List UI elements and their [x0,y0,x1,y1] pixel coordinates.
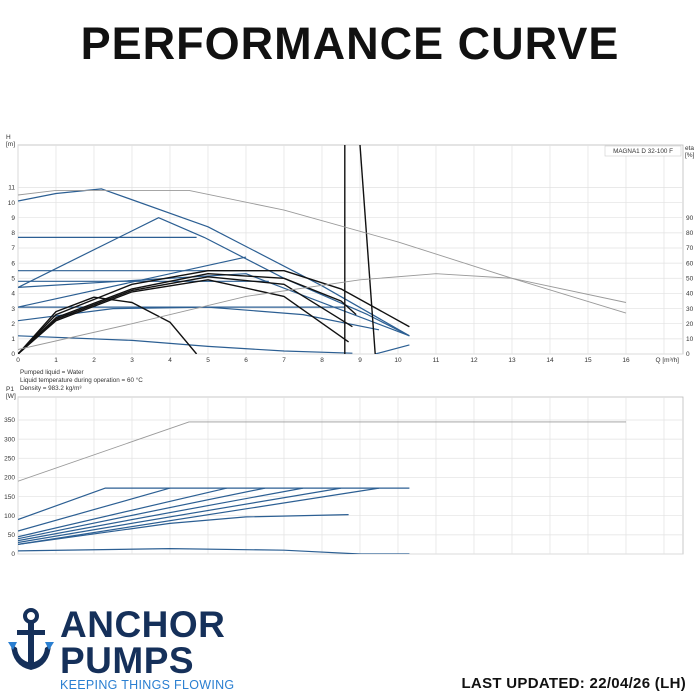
curve-grey [18,273,627,350]
curve-blue [18,273,410,337]
anchor-pumps-logo: ANCHOR PUMPS KEEPING THINGS FLOWING [8,604,268,696]
curve-black [18,276,353,354]
y-tick-label: 2 [11,321,15,328]
y2-tick-label: 90 [686,215,694,222]
x-tick-label: 4 [168,357,172,364]
y-tick-label: 11 [8,185,15,192]
x-tick-label: 16 [622,357,630,364]
x-tick-label: 14 [546,357,554,364]
note-text: Pumped liquid = Water [20,369,84,376]
curve-blue [18,335,353,354]
x-tick-label: 3 [130,357,134,364]
y-tick-label: 0 [11,351,15,358]
anchor-icon [8,608,54,670]
x-tick-label: 9 [358,357,362,364]
curve-black [18,270,410,354]
page-title: PERFORMANCE CURVE [80,18,620,69]
y2-tick-label: 0 [686,351,690,358]
x-tick-label: 12 [470,357,478,364]
curve-blue [18,548,410,554]
curve-blue [375,344,410,354]
y2-tick-label: 30 [686,306,694,313]
curve-blue [18,487,410,521]
note-text: Density = 983.2 kg/m³ [20,385,81,392]
curve-blue [18,487,342,544]
curve-black [18,296,198,354]
brand-tagline: KEEPING THINGS FLOWING [60,678,235,692]
y-tick-label: 100 [4,513,15,520]
y2-tick-label: 20 [686,321,694,328]
y-tick-label: 5 [11,275,15,282]
x-tick-label: 1 [54,357,58,364]
curve-black [18,279,350,354]
curve-blue [18,306,380,331]
x-tick-label: 2 [92,357,96,364]
y-tick-label: 4 [11,291,15,298]
plot-frame [17,144,684,355]
y2-tick-label: 40 [686,291,694,298]
y2-axis-label: eta [685,145,694,152]
model-label: MAGNA1 D 32-100 F [613,148,673,155]
curve-blue [18,514,349,545]
y-tick-label: 50 [8,532,16,539]
x-tick-label: 15 [584,357,592,364]
y2-tick-label: 50 [686,275,694,282]
x-tick-label: 11 [433,357,440,364]
curve-blue [18,487,228,538]
y-tick-label: 300 [4,436,15,443]
curve-black [359,145,376,354]
x-tick-label: 13 [508,357,516,364]
curve-blue [18,487,304,542]
y-tick-label: 200 [4,475,15,482]
y-axis-label: [m] [6,141,15,148]
x-tick-label: 10 [394,357,402,364]
y-tick-label: 6 [11,260,15,267]
y2-tick-label: 70 [686,245,694,252]
y-tick-label: 7 [11,245,15,252]
x-axis-label: Q [m³/h] [656,357,680,364]
y-tick-label: 1 [11,336,15,343]
curve-blue [18,487,266,540]
x-tick-label: 8 [320,357,324,364]
brand-name-line1: ANCHOR [60,604,226,645]
y-tick-label: 350 [4,417,15,424]
series-group [18,145,627,354]
y-tick-label: 9 [11,215,15,222]
x-tick-label: 7 [282,357,286,364]
y-axis-label: [W] [6,393,16,400]
x-tick-label: 5 [206,357,210,364]
x-tick-label: 6 [244,357,248,364]
y-axis-label: P1 [6,386,14,393]
y2-axis-label: [%] [685,152,695,159]
y-tick-label: 0 [11,551,15,558]
y2-tick-label: 10 [686,336,694,343]
y2-tick-label: 80 [686,230,694,237]
curve-blue [18,188,410,337]
curve-black [18,273,357,354]
note-text: Liquid temperature during operation = 60… [20,376,143,384]
y-tick-label: 8 [11,230,15,237]
y-tick-label: 150 [4,494,15,501]
x-tick-label: 0 [16,357,20,364]
y-axis-label: H [6,134,11,141]
y-tick-label: 250 [4,455,15,462]
power-chart: 0 50 100 150 200 250 300 350 P1[W] [4,386,684,558]
curve-blue [18,487,171,532]
series-group [18,421,626,554]
curve-blue [18,487,380,545]
curve-grey [18,421,626,482]
y2-tick-label: 60 [686,260,694,267]
last-updated: LAST UPDATED: 22/04/26 (LH) [461,675,686,692]
y-tick-label: 3 [11,306,15,313]
y-tick-label: 10 [8,200,16,207]
brand-name-line2: PUMPS [60,640,195,681]
model-label-box [604,145,682,157]
curve-blue [18,256,247,308]
